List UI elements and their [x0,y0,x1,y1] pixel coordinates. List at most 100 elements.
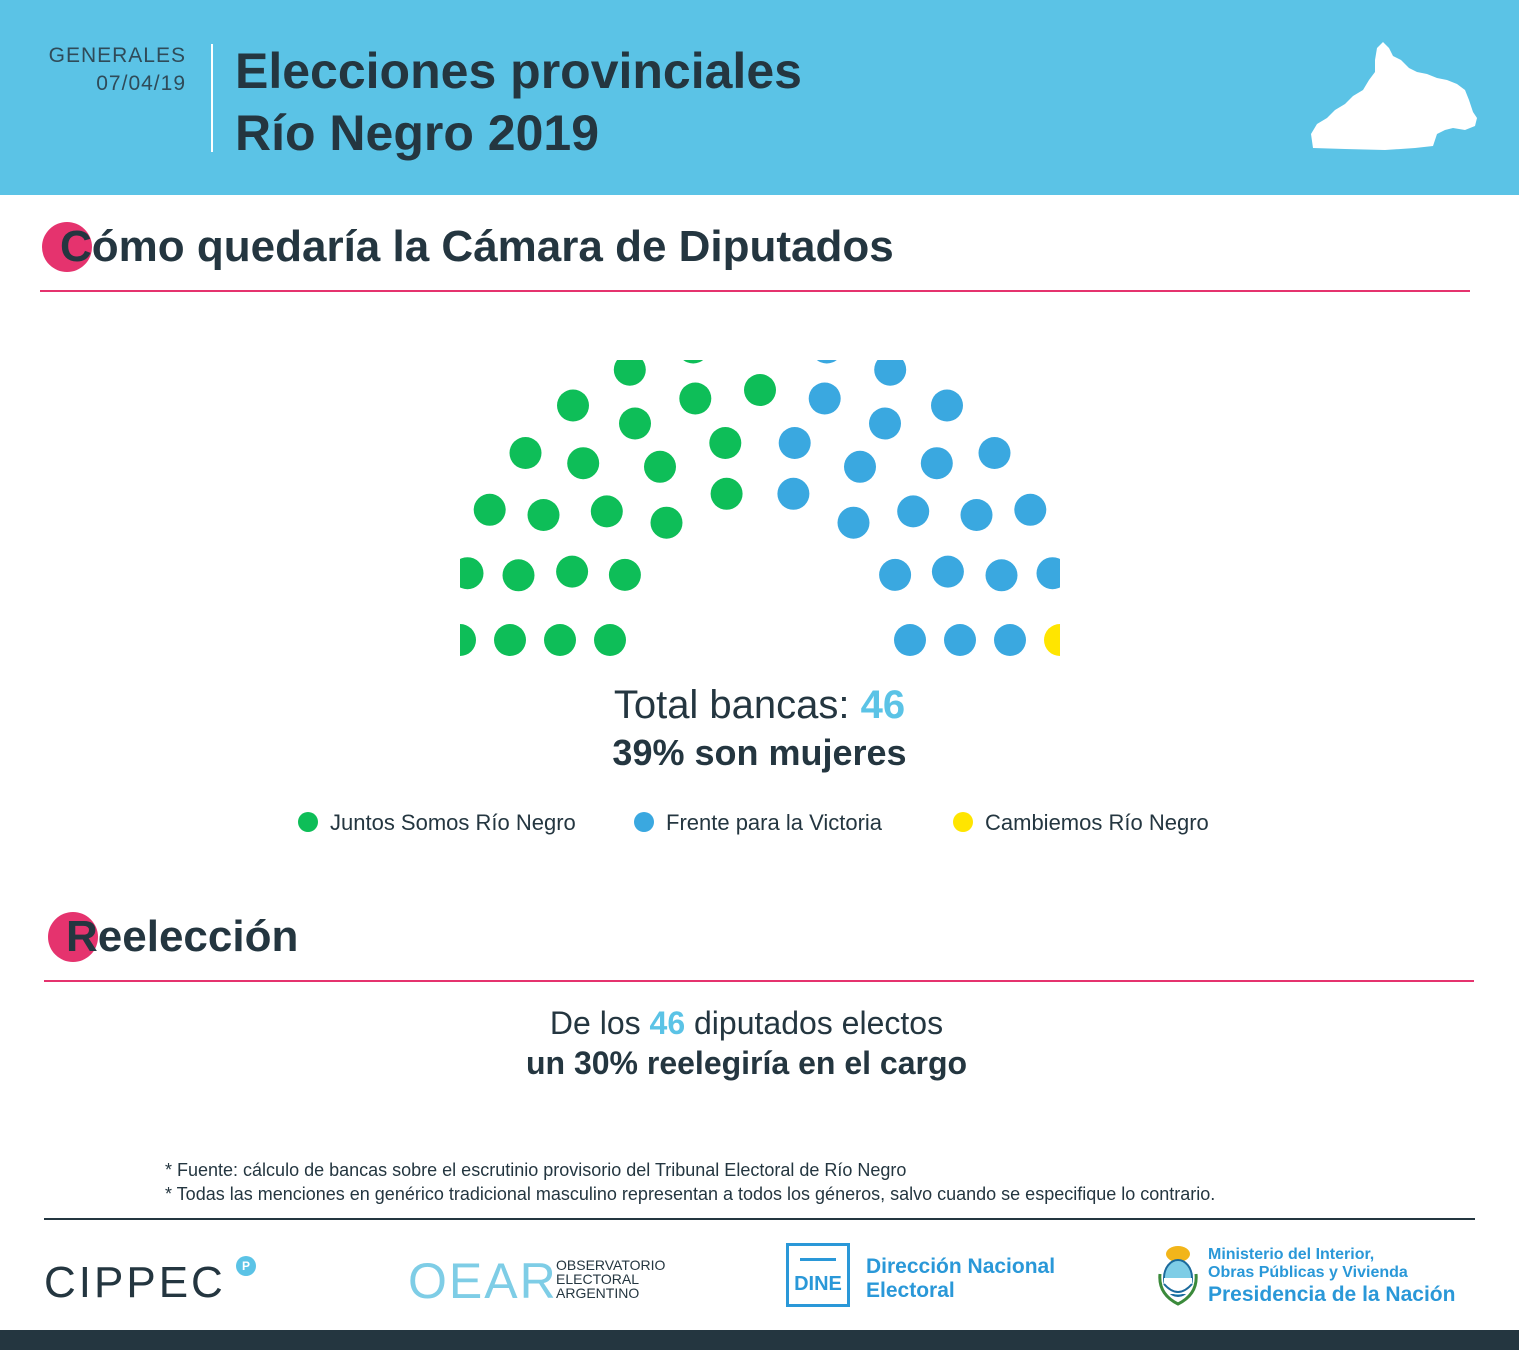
page-title-line2: Río Negro 2019 [235,105,600,161]
seat-party-2 [1036,557,1060,590]
total-seats-value: 46 [860,683,906,727]
seat-party-2 [869,407,901,440]
seat-party-2 [816,360,837,364]
seat-party-1 [594,624,626,656]
seat-party-1 [744,374,776,406]
chamber-title-rest: ómo quedaría la Cámara de Diputados [91,222,894,271]
chamber-seat-chart [460,360,1060,656]
seat-party-2 [978,437,1011,469]
coat-of-arms-icon [1158,1246,1198,1306]
seat-party-1 [473,493,506,526]
seat-party-2 [1014,493,1047,526]
dine-text-line1: Dirección Nacional [866,1255,1056,1278]
seat-party-1 [509,437,542,469]
seat-party-1 [557,389,589,422]
seat-party-1 [527,499,560,531]
page-title: Elecciones provinciales Río Negro 2019 [235,40,802,164]
seat-party-1 [590,495,623,528]
seat-party-1 [556,555,589,588]
province-map-icon [1311,42,1477,150]
seat-party-3 [1044,624,1060,656]
reelection-title-rest: eelección [97,912,299,961]
seat-party-2 [879,558,912,591]
legend-item-cambiemos: Cambiemos Río Negro [953,810,1209,836]
seat-party-1 [544,624,576,656]
seat-party-2 [778,427,811,459]
page-title-line1: Elecciones provinciales [235,43,802,99]
legend-item-frente: Frente para la Victoria [634,810,882,836]
footnote-gender: * Todas las menciones en genérico tradic… [165,1184,1216,1204]
election-type-label: GENERALES [48,44,186,67]
seat-party-1 [460,557,484,590]
reelection-line1: De los 46 diputados electos [0,1005,1493,1042]
seat-party-1 [679,382,712,415]
oear-caption-line3: ARGENTINO [556,1285,640,1301]
total-seats-label: Total bancas: [613,683,850,727]
seat-party-1 [608,558,641,591]
seat-party-1 [650,506,683,539]
oear-caption-line1: OBSERVATORIO [556,1257,666,1273]
seat-party-1 [613,360,646,386]
oear-caption-line2: ELECTORAL [556,1271,639,1287]
footer-bar [0,1330,1519,1350]
reelection-title-initial: R [66,912,98,961]
ministry-logo-text: Ministerio del Interior, Obras Públicas … [1208,1246,1455,1308]
reelection-number: 46 [649,1005,686,1041]
oear-logo: OEAR [408,1252,558,1310]
oear-logo-mark: OEAR [408,1253,558,1309]
cippec-logo-text: CIPPEC [44,1258,226,1307]
total-seats: Total bancas: 46 [0,683,1519,728]
reelection-section-rule [44,980,1474,982]
election-date: 07/04/19 [96,72,186,95]
seat-party-2 [994,624,1026,656]
legend-label-frente: Frente para la Victoria [666,810,883,835]
women-share: 39% son mujeres [612,732,907,773]
seat-party-1 [683,360,704,364]
reelection-section-title: Reelección [48,912,299,962]
dine-logo-text: Dirección Nacional Electoral [866,1255,1055,1303]
legend-swatch-juntos [298,812,318,832]
seat-party-1 [502,559,535,592]
seat-party-1 [567,447,600,480]
reelection-pre: De los [549,1005,641,1041]
chamber-section-title: Cómo quedaría la Cámara de Diputados [42,222,894,272]
dine-text-line2: Electoral [866,1279,955,1302]
reelection-line2: un 30% reelegiría en el cargo [525,1045,968,1081]
seat-party-2 [985,559,1018,592]
legend-swatch-cambiemos [953,812,973,832]
seat-party-1 [710,477,743,510]
seat-party-1 [619,407,651,440]
title-dot-icon [42,222,92,272]
seat-party-2 [920,447,953,480]
seat-party-2 [931,555,964,588]
chamber-title-initial: C [60,222,92,271]
header-divider [211,44,213,152]
legend-swatch-frente [634,812,654,832]
seat-party-2 [944,624,976,656]
election-type: GENERALES 07/04/19 [49,42,186,98]
reelection-post: diputados electos [694,1005,944,1041]
seat-party-1 [709,427,742,459]
legend-label-juntos: Juntos Somos Río Negro [330,810,576,835]
title-dot-icon [48,912,98,962]
ministry-line2: Obras Públicas y Vivienda [1208,1264,1408,1281]
seat-party-2 [960,499,993,531]
dine-logo-box: DINE [786,1243,850,1307]
cippec-badge-icon: P [236,1256,256,1276]
chamber-section-rule [40,290,1470,292]
seat-party-2 [844,450,876,483]
footnote-source: * Fuente: cálculo de bancas sobre el esc… [165,1160,907,1180]
ministry-line1: Ministerio del Interior, [1208,1246,1375,1263]
dine-logo-bar [800,1258,836,1261]
oear-logo-caption: OBSERVATORIO ELECTORAL ARGENTINO [556,1258,665,1300]
ministry-line3: Presidencia de la Nación [1208,1283,1456,1306]
seat-party-1 [460,624,476,656]
seat-party-2 [777,477,810,510]
header-banner: GENERALES 07/04/19 Elecciones provincial… [0,0,1519,195]
seat-party-2 [874,360,907,386]
legend-label-cambiemos: Cambiemos Río Negro [985,810,1209,835]
cippec-badge-text: P [241,1259,250,1273]
dine-logo-mark: DINE [794,1273,842,1295]
legend-item-juntos: Juntos Somos Río Negro [298,810,576,836]
seat-party-1 [644,450,676,483]
